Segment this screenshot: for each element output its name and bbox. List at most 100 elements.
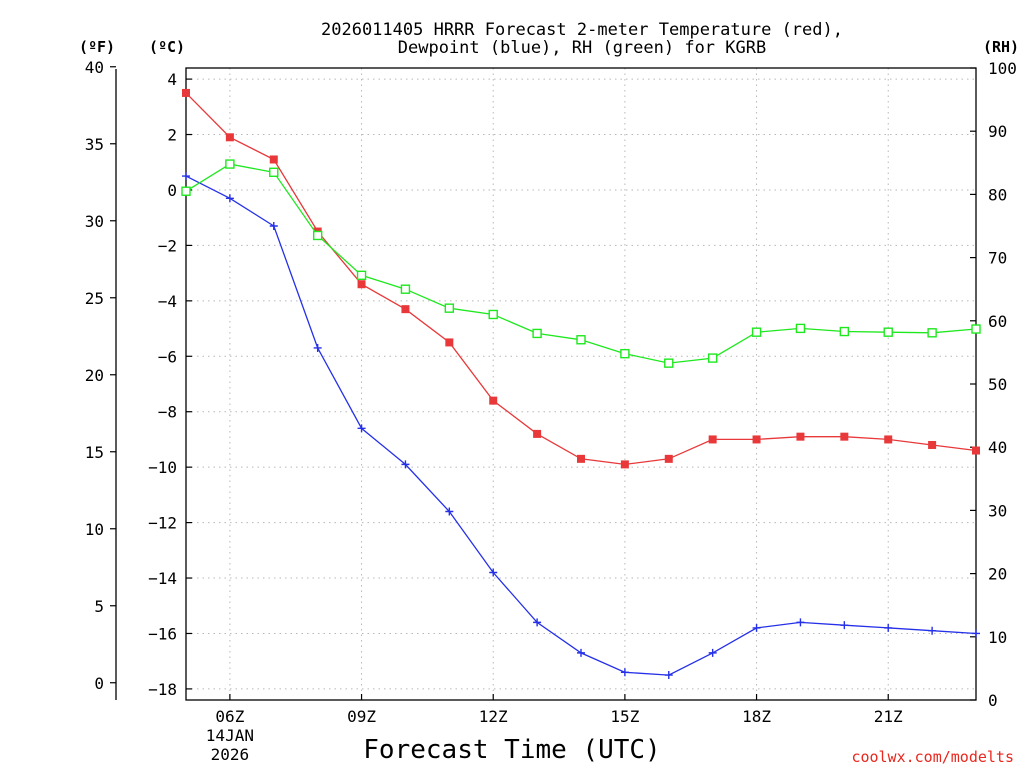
credit-link[interactable]: coolwx.com/modelts [851,748,1014,766]
rh-point [927,328,937,338]
rh-tick-label: 70 [988,249,1007,268]
celsius-tick-label: 4 [167,70,177,89]
chart-title-line-1: 2026011405 HRRR Forecast 2-meter Tempera… [321,20,843,40]
dewpoint-point [489,568,498,577]
rh-point [225,159,235,169]
time-tick-label: 21Z [874,707,903,726]
rh-point [444,303,455,313]
dewpoint-point [708,648,717,657]
temperature-point [664,454,673,463]
temperature-point [445,338,454,347]
temperature-point [796,432,805,441]
rh-point [971,324,981,334]
dewpoint-point [796,618,805,627]
rh-tick-label: 0 [988,691,998,710]
rh-tick-label: 90 [988,122,1007,141]
temperature-point [489,396,498,405]
fahrenheit-tick-label: 30 [85,212,104,231]
rh-point [400,284,411,294]
time-tick-label: 12Z [479,707,508,726]
rh-point [620,348,630,359]
dewpoint-point [269,222,278,230]
date-label: 14JAN [206,726,254,745]
grid [186,68,976,700]
celsius-tick-label: 0 [167,181,177,200]
dewpoint-line [185,175,977,676]
rh-point [356,270,367,280]
rh-tick-label: 100 [988,59,1017,78]
dewpoint-point [225,194,234,203]
temperature-line [185,92,977,466]
rh-tick-label: 50 [988,375,1007,394]
time-tick-label: 09Z [347,707,376,726]
fahrenheit-tick-label: 0 [94,674,104,693]
fahrenheit-unit-label: (ºF) [79,38,115,56]
celsius-tick-label: −12 [148,514,177,533]
celsius-tick-label: −18 [148,680,177,699]
temperature-point [752,435,761,444]
time-tick-label: 18Z [742,707,771,726]
temperature-point [708,435,717,444]
series-layer [181,88,981,680]
dewpoint-point [357,424,366,433]
temperature-point [577,454,585,463]
fahrenheit-tick-label: 35 [85,135,104,154]
rh-series [181,159,981,368]
temperature-point [533,429,542,438]
rh-point [883,327,893,337]
fahrenheit-tick-label: 15 [85,443,104,462]
dewpoint-point [313,343,322,352]
rh-tick-label: 10 [988,628,1007,647]
celsius-tick-label: −16 [148,624,177,643]
rh-point [181,186,191,196]
celsius-tick-label: −2 [158,236,177,255]
rh-point [576,335,586,345]
celsius-tick-label: −14 [148,569,177,588]
rh-tick-label: 40 [988,438,1007,457]
rh-point [795,323,806,334]
rh-tick-label: 60 [988,312,1007,331]
year-label: 2026 [211,745,250,764]
rh-point [751,327,762,337]
rh-tick-label: 20 [988,565,1007,584]
dewpoint-point [840,621,849,630]
temperature-point [840,432,849,441]
rh-line [185,163,977,364]
dewpoint-point [928,626,937,635]
dewpoint-point [577,648,585,657]
time-tick-label: 15Z [610,707,639,726]
x-axis-label: Forecast Time (UTC) [363,735,660,765]
rh-point [532,328,542,339]
fahrenheit-tick-label: 25 [85,289,104,308]
dewpoint-point [533,618,542,627]
rh-point [839,326,850,337]
temperature-point [225,133,234,142]
fahrenheit-axis: 40 35 30 25 20 15 10 5 0 [85,58,116,693]
dewpoint-point [972,629,980,638]
rh-tick-label: 30 [988,501,1007,520]
rh-point [707,353,718,363]
temperature-point [620,460,629,469]
fahrenheit-tick-label: 5 [94,597,104,616]
dewpoint-point [664,671,673,680]
temperature-point [401,305,410,314]
celsius-unit-label: (ºC) [149,38,185,56]
fahrenheit-tick-label: 40 [85,58,104,77]
temperature-point [884,435,893,444]
celsius-axis: 4 2 0 −2 −4 −6 −8 −10 −12 −14 −16 −18 [148,70,192,699]
dewpoint-point [620,668,629,677]
celsius-tick-label: −10 [148,458,177,477]
rh-point [488,309,498,320]
plot-frame [185,67,977,701]
dewpoint-point [182,172,190,181]
dewpoint-point [884,623,893,632]
fahrenheit-tick-label: 20 [85,366,104,385]
celsius-tick-label: −6 [158,347,177,366]
rh-unit-label: (RH) [983,38,1019,56]
celsius-tick-label: 2 [167,126,177,145]
chart-title-line-2: Dewpoint (blue), RH (green) for KGRB [398,38,766,58]
rh-point [312,230,323,241]
dewpoint-point [445,507,454,516]
